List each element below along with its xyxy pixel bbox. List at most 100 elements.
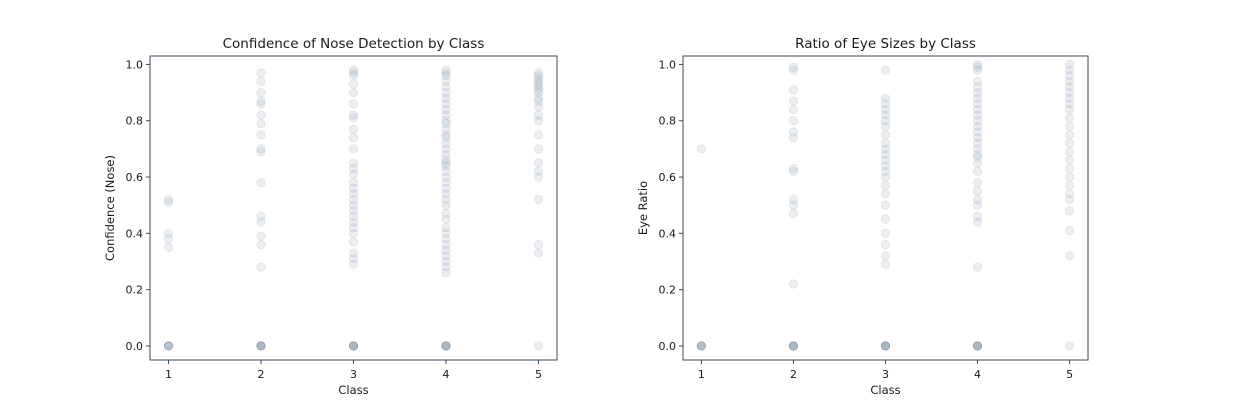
- data-point: [256, 87, 266, 98]
- data-point: [1064, 172, 1075, 182]
- y-tick-label: 0.4: [126, 227, 144, 240]
- data-point: [441, 256, 451, 267]
- data-point: [788, 200, 799, 210]
- data-point: [348, 99, 359, 109]
- data-point: [696, 341, 707, 351]
- data-point: [788, 341, 799, 351]
- x-tick-label: 1: [698, 368, 705, 381]
- data-point: [348, 341, 359, 351]
- y-axis-label: Eye Ratio: [636, 181, 650, 235]
- x-tick-label: 2: [790, 368, 797, 381]
- data-point: [163, 341, 174, 351]
- x-tick-label: 1: [165, 368, 172, 381]
- x-tick-label: 4: [443, 368, 450, 381]
- data-point: [441, 200, 451, 210]
- data-point: [788, 104, 799, 115]
- data-point: [256, 217, 266, 227]
- data-point: [972, 341, 983, 351]
- data-point: [1064, 121, 1075, 131]
- data-point: [441, 158, 451, 168]
- data-point: [533, 93, 544, 103]
- data-point: [533, 96, 544, 106]
- y-tick-label: 0.4: [659, 227, 677, 240]
- data-point: [256, 110, 266, 120]
- data-point: [880, 251, 891, 261]
- data-point: [163, 341, 174, 351]
- data-point: [880, 228, 891, 238]
- data-point: [533, 68, 544, 78]
- data-point: [533, 341, 544, 351]
- data-point: [880, 341, 891, 351]
- data-point: [163, 242, 174, 253]
- data-point: [788, 341, 799, 351]
- data-point: [348, 341, 359, 351]
- data-point: [1064, 341, 1075, 351]
- data-point: [441, 124, 451, 134]
- x-tick-label: 5: [1066, 368, 1073, 381]
- data-point: [972, 133, 983, 143]
- data-point: [533, 85, 544, 95]
- data-point: [696, 341, 707, 351]
- data-point: [1064, 113, 1075, 123]
- data-point: [1064, 189, 1075, 199]
- data-point: [441, 251, 451, 261]
- data-point: [880, 130, 891, 140]
- data-point: [1064, 76, 1075, 86]
- x-axis-label: Class: [338, 383, 368, 397]
- data-point: [972, 62, 983, 72]
- data-point: [348, 169, 359, 179]
- data-point: [880, 149, 891, 160]
- data-point: [441, 268, 451, 278]
- data-point: [441, 341, 451, 351]
- data-point: [256, 341, 266, 351]
- data-point: [880, 116, 891, 126]
- data-point: [441, 262, 451, 272]
- data-point: [972, 341, 983, 351]
- data-point: [163, 194, 174, 205]
- data-point: [788, 116, 799, 126]
- data-point: [1064, 130, 1075, 140]
- data-point: [441, 65, 451, 75]
- data-point: [533, 239, 544, 250]
- data-point: [788, 341, 799, 351]
- data-point: [972, 116, 983, 126]
- data-point: [1064, 251, 1075, 261]
- data-point: [533, 82, 544, 92]
- data-point: [972, 93, 983, 103]
- data-point: [880, 155, 891, 165]
- data-point: [972, 127, 983, 137]
- data-point: [441, 138, 451, 148]
- data-point: [533, 87, 544, 98]
- x-tick-label: 2: [258, 368, 265, 381]
- y-tick-label: 0.0: [126, 340, 144, 353]
- data-point: [441, 87, 451, 98]
- data-point: [348, 133, 359, 143]
- data-point: [348, 163, 359, 174]
- data-point: [972, 59, 983, 70]
- data-point: [1064, 225, 1075, 236]
- data-point: [348, 158, 359, 168]
- data-point: [441, 149, 451, 160]
- data-point: [972, 194, 983, 205]
- data-point: [972, 65, 983, 75]
- data-point: [788, 341, 799, 351]
- data-point: [441, 228, 451, 238]
- data-point: [880, 239, 891, 250]
- data-point: [880, 104, 891, 115]
- data-point: [441, 178, 451, 188]
- data-point: [533, 158, 544, 168]
- data-point: [1064, 71, 1075, 81]
- data-point: [441, 194, 451, 205]
- data-points: [696, 59, 1075, 351]
- data-point: [880, 341, 891, 351]
- data-point: [972, 138, 983, 148]
- data-point: [441, 144, 451, 154]
- data-point: [696, 144, 707, 154]
- data-point: [348, 178, 359, 188]
- data-point: [533, 76, 544, 86]
- data-point: [880, 144, 891, 154]
- data-point: [441, 68, 451, 78]
- data-point: [880, 161, 891, 171]
- data-point: [441, 71, 451, 81]
